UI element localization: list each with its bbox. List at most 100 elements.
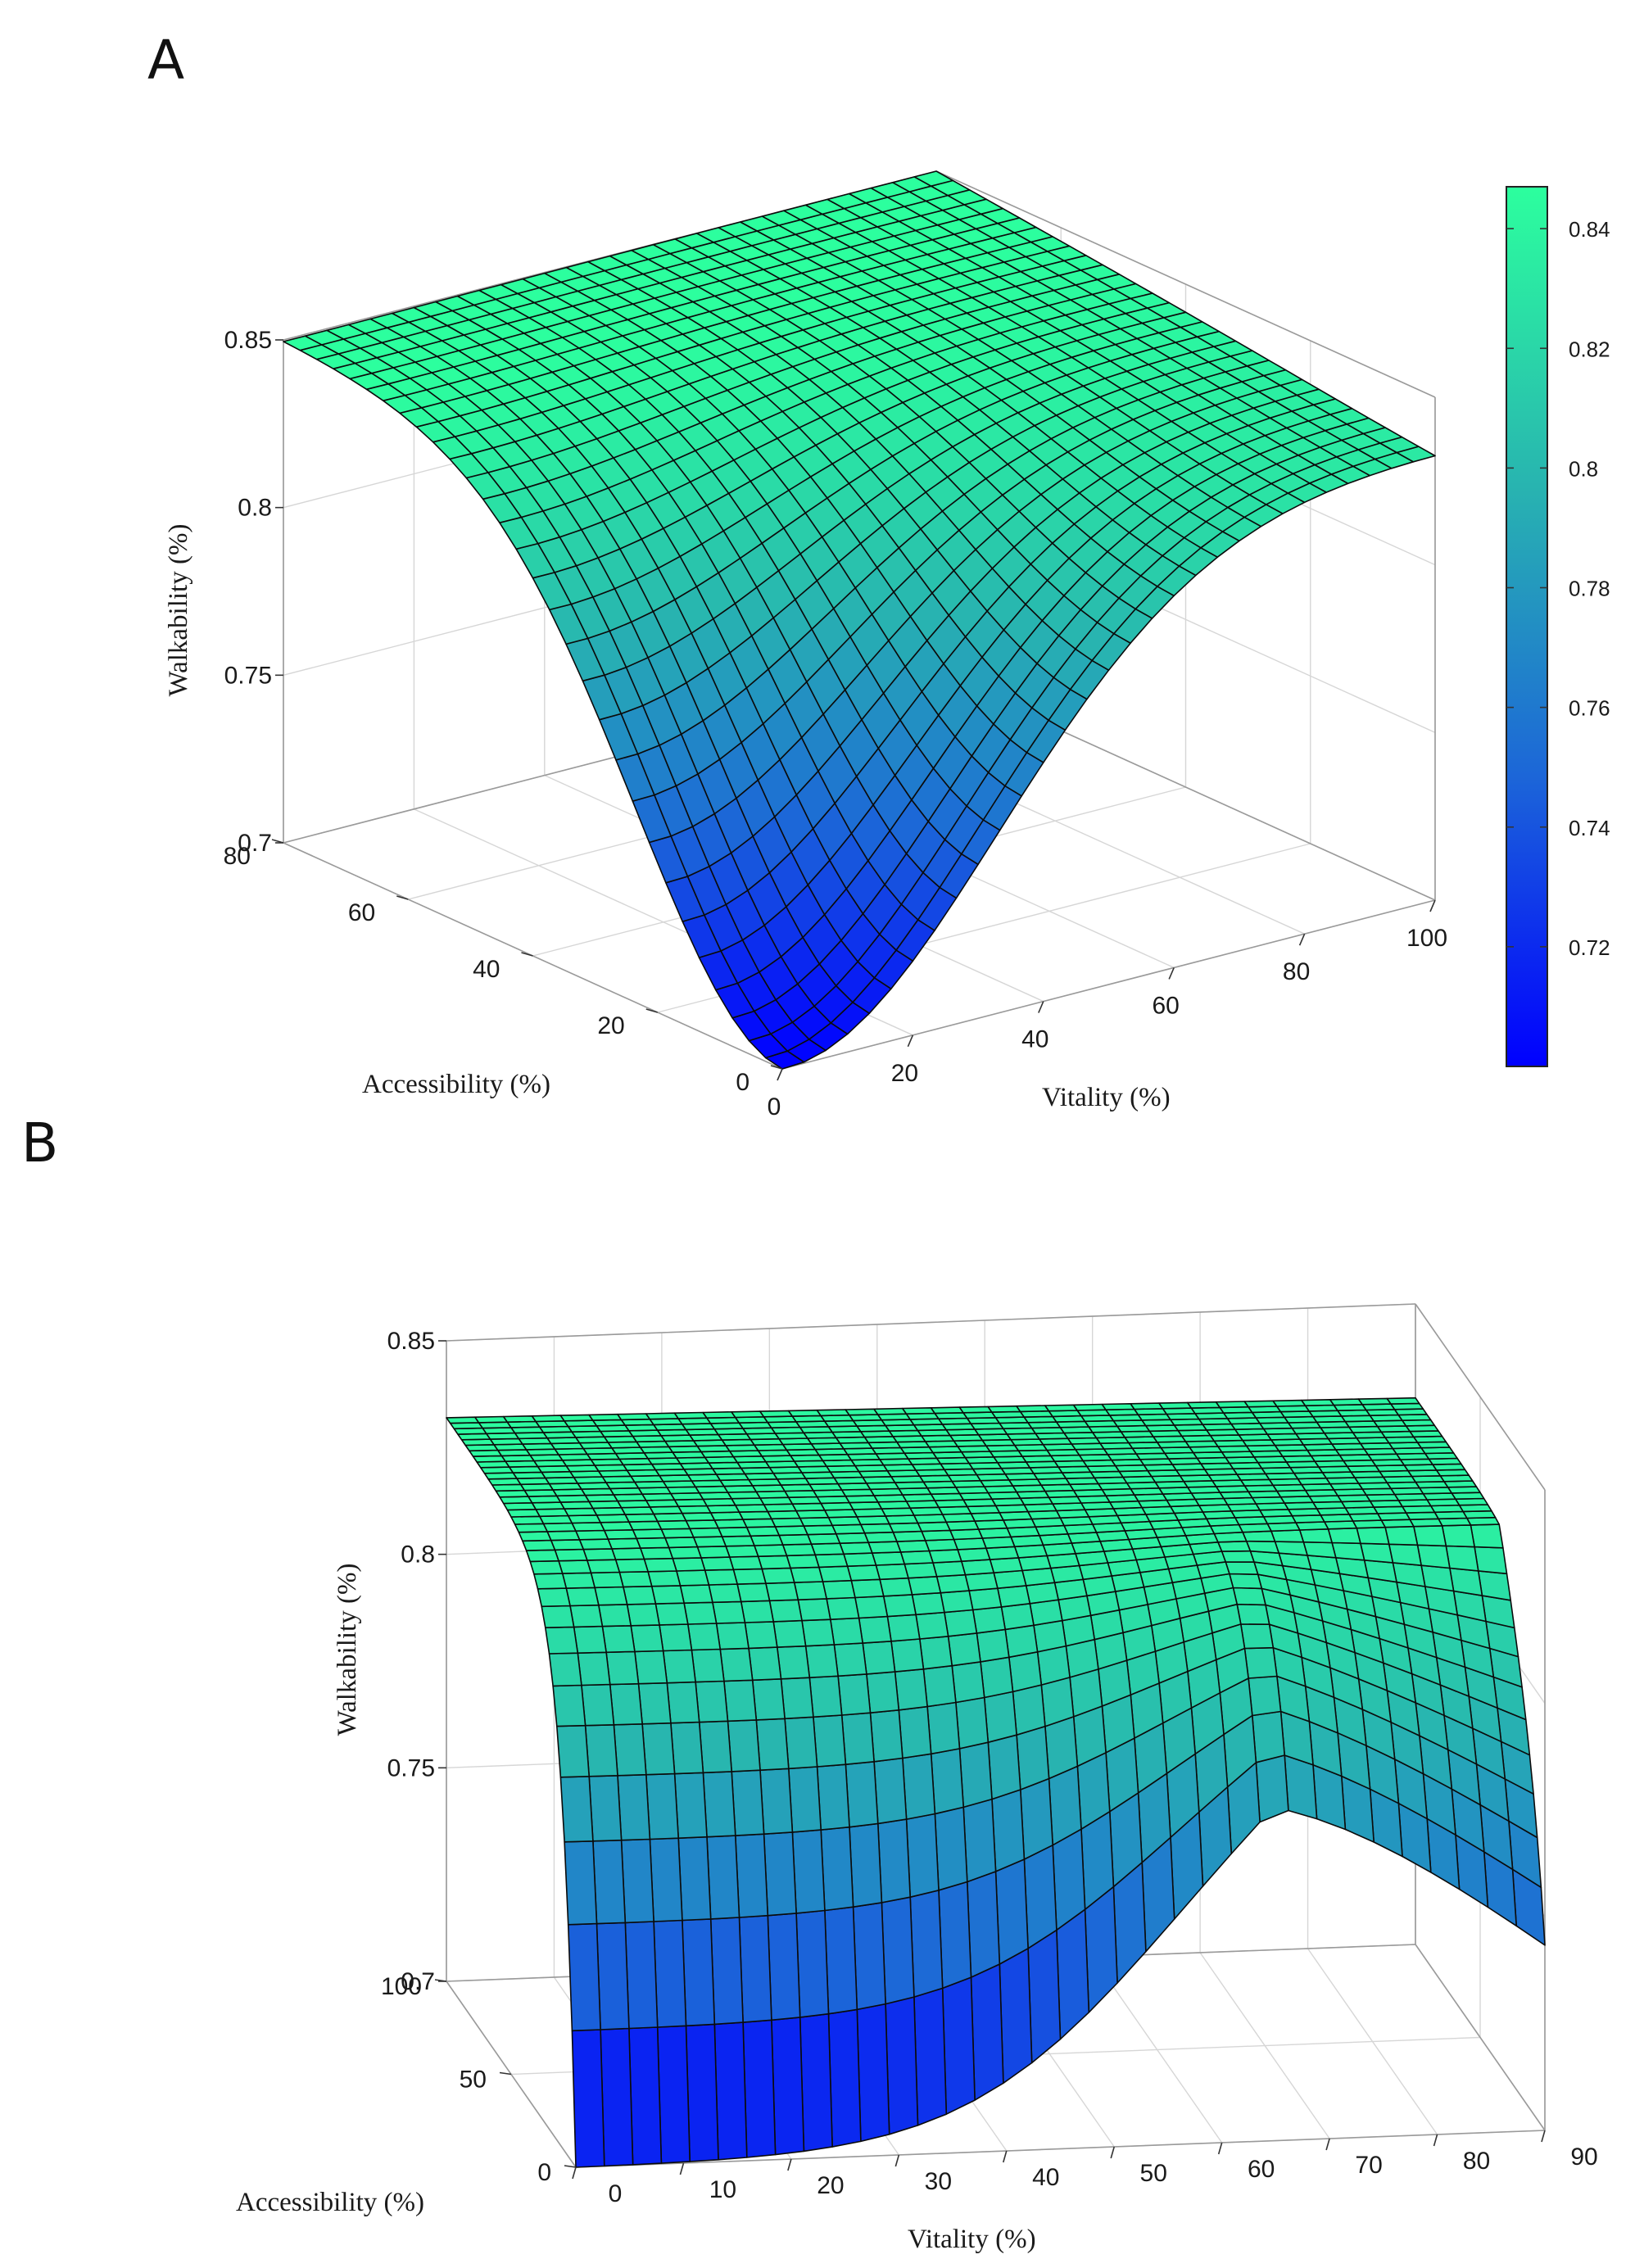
surface-cell bbox=[689, 1527, 723, 1538]
surface-cell bbox=[1360, 1542, 1394, 1564]
surface-cell bbox=[905, 1813, 940, 1898]
x-tick-label: 60 bbox=[1248, 2156, 1275, 2183]
x-tick-mark bbox=[787, 2158, 792, 2171]
surface-cell bbox=[935, 1573, 970, 1594]
axes-box-edge bbox=[1415, 1944, 1546, 2131]
surface-cell bbox=[732, 1568, 767, 1585]
surface-cell bbox=[1016, 1725, 1050, 1790]
surface-cell bbox=[1270, 1529, 1305, 1543]
x-tick-mark bbox=[1325, 2138, 1330, 2151]
panel-b-ticks: 0.7 0.75 0.8 0.85 0 10 20 30 40 50 60 70 80 90 0 50 100 bbox=[381, 1328, 1598, 2207]
surface-cell bbox=[787, 1766, 822, 1833]
surface-cell bbox=[930, 1748, 964, 1815]
surface-cell bbox=[755, 1718, 790, 1771]
surface-cell bbox=[577, 1651, 611, 1686]
surface-cell bbox=[1245, 1540, 1279, 1554]
surface-cell bbox=[924, 1538, 958, 1552]
surface-cell bbox=[628, 2026, 663, 2166]
surface-cell bbox=[573, 1625, 607, 1654]
z-tick-label: 0.85 bbox=[224, 327, 272, 354]
surface-cell bbox=[630, 1624, 664, 1653]
colorbar-gradient bbox=[1506, 187, 1547, 1066]
surface-cell bbox=[1072, 1403, 1107, 1411]
surface-cell bbox=[983, 1691, 1017, 1743]
x-tick-label: 80 bbox=[1463, 2148, 1490, 2175]
surface-cell bbox=[751, 1678, 786, 1721]
z-tick-label: 0.7 bbox=[401, 1968, 435, 1995]
surface-cell bbox=[999, 1948, 1033, 2085]
surface-cell bbox=[957, 1547, 991, 1562]
surface-cell bbox=[1012, 1684, 1046, 1736]
surface-cell bbox=[518, 1531, 552, 1542]
y-tick-label: 0 bbox=[736, 1069, 750, 1096]
surface-cell bbox=[677, 1836, 712, 1922]
surface-cell bbox=[793, 1581, 827, 1600]
surface-cell bbox=[808, 1675, 843, 1718]
surface-cell bbox=[827, 1516, 862, 1527]
surface-cell bbox=[605, 1650, 640, 1686]
surface-cell bbox=[623, 1585, 657, 1605]
surface-cell bbox=[1020, 1777, 1053, 1860]
surface-cell bbox=[799, 2012, 833, 2153]
surface-cell bbox=[473, 1415, 509, 1424]
surface-cell bbox=[1027, 1929, 1062, 2064]
surface-cell bbox=[831, 1523, 866, 1535]
surface-cell bbox=[596, 1514, 630, 1523]
surface-cell bbox=[713, 2021, 748, 2161]
colorbar-tick-label: 0.76 bbox=[1569, 696, 1610, 721]
surface-cell bbox=[555, 1724, 591, 1778]
surface-cell bbox=[603, 1529, 637, 1540]
surface-cell bbox=[620, 1838, 654, 1924]
surface-cell bbox=[1016, 1405, 1050, 1413]
surface-cell bbox=[911, 1591, 945, 1616]
surface-cell bbox=[776, 1645, 811, 1680]
surface-cell bbox=[856, 1515, 890, 1526]
surface-cell bbox=[525, 1549, 559, 1563]
surface-cell bbox=[660, 1528, 695, 1539]
surface-cell bbox=[1474, 1546, 1508, 1575]
surface-cell bbox=[814, 1553, 849, 1569]
surface-cell bbox=[971, 1606, 1006, 1634]
colorbar-tick-label: 0.78 bbox=[1569, 577, 1610, 601]
colorbar-tick-label: 0.8 bbox=[1569, 456, 1598, 481]
surface-cell bbox=[673, 1411, 708, 1419]
surface-cell bbox=[748, 1646, 782, 1682]
surface-cell bbox=[757, 1555, 791, 1570]
y-tick-mark bbox=[770, 1065, 783, 1070]
surface-cell bbox=[822, 1579, 856, 1600]
colorbar-tick-label: 0.74 bbox=[1569, 816, 1610, 840]
x-tick-mark bbox=[1038, 1001, 1044, 1013]
panel-b-z-axis-label: Walkability (%) bbox=[333, 1564, 362, 1736]
surface-cell bbox=[647, 1570, 682, 1587]
x-tick-mark bbox=[1168, 967, 1175, 980]
surface-cell bbox=[594, 1586, 628, 1606]
x-tick-label: 10 bbox=[709, 2176, 736, 2203]
x-tick-label: 70 bbox=[1355, 2152, 1382, 2179]
axes-box-edge bbox=[446, 1303, 1416, 1342]
surface-cell bbox=[565, 1587, 600, 1607]
surface-cell bbox=[616, 1413, 651, 1421]
surface-cell bbox=[698, 1720, 733, 1774]
surface-cell bbox=[596, 1922, 630, 2030]
x-tick-label: 50 bbox=[1140, 2160, 1167, 2187]
surface-cell bbox=[763, 1831, 797, 1917]
surface-cell bbox=[1449, 1567, 1483, 1596]
surface-cell bbox=[1215, 1401, 1249, 1409]
surface-cell bbox=[899, 1550, 934, 1565]
z-tick-label: 0.75 bbox=[224, 662, 272, 689]
surface-cell bbox=[772, 1619, 807, 1648]
surface-cell bbox=[804, 1644, 839, 1678]
surface-cell bbox=[567, 1514, 601, 1524]
x-tick-mark bbox=[1541, 2130, 1546, 2143]
x-tick-mark bbox=[1429, 899, 1436, 912]
surface-cell bbox=[879, 1577, 913, 1597]
surface-cell bbox=[926, 1701, 961, 1755]
surface-cell bbox=[1356, 1526, 1390, 1546]
surface-cell bbox=[922, 1664, 957, 1708]
surface-cell bbox=[890, 1638, 925, 1673]
surface-cell bbox=[571, 2029, 605, 2168]
surface-cell bbox=[611, 1547, 645, 1560]
surface-cell bbox=[718, 1526, 752, 1537]
surface-cell bbox=[1477, 1570, 1511, 1601]
surface-cell bbox=[708, 1583, 742, 1604]
